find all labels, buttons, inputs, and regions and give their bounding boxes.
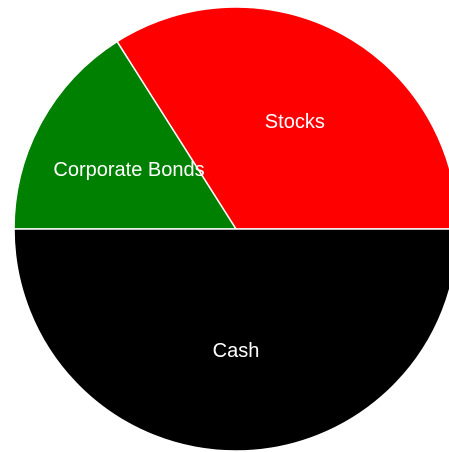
pie-label-corporate-bonds: Corporate Bonds [53, 159, 204, 181]
pie-labels: Stocks Corporate Bonds Cash [53, 111, 324, 362]
pie-label-cash: Cash [213, 340, 260, 362]
pie-slice-corporate-bonds [13, 40, 238, 230]
pie-slices [13, 6, 449, 452]
pie-slice-cash [13, 228, 449, 452]
pie-slice-stocks [116, 6, 449, 230]
pie-label-stocks: Stocks [265, 111, 325, 133]
